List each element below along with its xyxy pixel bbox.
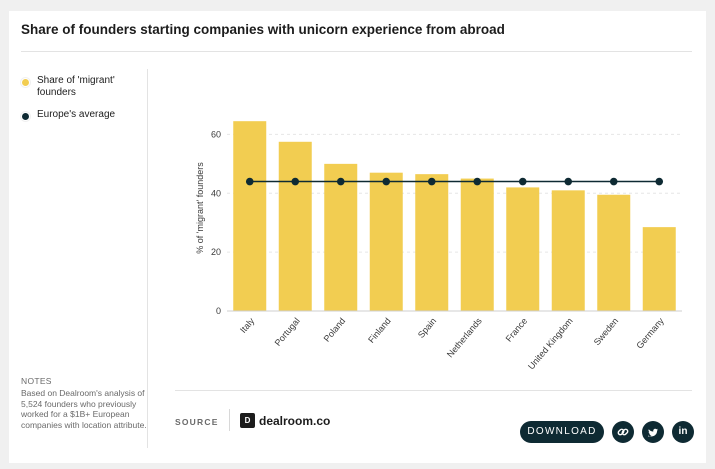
- legend-item-bars[interactable]: Share of 'migrant' founders: [21, 75, 141, 99]
- legend-swatch-bars: [21, 78, 30, 87]
- average-point: [609, 177, 618, 186]
- average-point: [564, 177, 573, 186]
- x-tick-label: Germany: [634, 315, 666, 350]
- footer-divider: [175, 390, 692, 391]
- average-point: [291, 177, 300, 186]
- x-tick-label: United Kingdom: [526, 316, 575, 371]
- copy-link-button[interactable]: [612, 421, 634, 443]
- bar: [551, 190, 585, 311]
- average-point: [382, 177, 391, 186]
- bar: [460, 178, 494, 311]
- x-tick-label: Portugal: [273, 316, 302, 348]
- bar: [642, 227, 676, 311]
- bar: [233, 121, 267, 311]
- download-button[interactable]: DOWNLOAD: [520, 421, 604, 443]
- linkedin-share-button[interactable]: in: [672, 421, 694, 443]
- notes-title: NOTES: [21, 376, 52, 386]
- legend: Share of 'migrant' founders Europe's ave…: [21, 75, 141, 131]
- legend-item-average[interactable]: Europe's average: [21, 109, 141, 121]
- twitter-icon: [648, 428, 659, 437]
- y-tick-label: 40: [211, 188, 221, 198]
- average-point: [427, 177, 436, 186]
- x-tick-label: Finland: [366, 316, 393, 345]
- legend-label-average: Europe's average: [37, 109, 116, 120]
- y-axis-title: % of 'migrant' founders: [195, 162, 205, 254]
- legend-label-bars: Share of 'migrant' founders: [37, 75, 115, 98]
- linkedin-icon: in: [678, 426, 688, 437]
- title-divider: [21, 51, 692, 52]
- chart-title: Share of founders starting companies wit…: [21, 22, 505, 37]
- notes: NOTES Based on Dealroom's analysis of 5,…: [21, 376, 151, 430]
- bar: [278, 141, 312, 311]
- y-tick-label: 0: [216, 306, 221, 316]
- x-tick-label: Poland: [322, 316, 348, 344]
- legend-swatch-average: [21, 112, 30, 121]
- source-divider: [229, 409, 230, 431]
- bar: [506, 187, 540, 311]
- dealroom-logo: D: [240, 413, 255, 428]
- x-tick-label: France: [504, 316, 530, 344]
- source-brand[interactable]: D dealroom.co: [240, 413, 330, 428]
- x-tick-label: Sweden: [592, 316, 621, 347]
- y-tick-label: 20: [211, 247, 221, 257]
- bar: [369, 172, 403, 311]
- average-point: [245, 177, 254, 186]
- x-tick-label: Italy: [238, 315, 257, 334]
- x-tick-label: Spain: [416, 316, 438, 340]
- twitter-share-button[interactable]: [642, 421, 664, 443]
- average-point: [473, 177, 482, 186]
- chart-card: [9, 11, 706, 463]
- average-point: [518, 177, 527, 186]
- y-tick-label: 60: [211, 129, 221, 139]
- sidebar-divider: [147, 69, 148, 448]
- x-tick-label: Netherlands: [445, 315, 484, 359]
- brand-name: dealroom.co: [259, 413, 331, 428]
- bar: [597, 194, 631, 311]
- average-point: [655, 177, 664, 186]
- average-point: [336, 177, 345, 186]
- bar: [324, 163, 358, 311]
- notes-text: Based on Dealroom's analysis of 5,524 fo…: [21, 388, 147, 430]
- link-icon: [617, 428, 629, 436]
- bar: [415, 174, 449, 311]
- source-label: SOURCE: [175, 417, 219, 427]
- bar-chart: % of 'migrant' founders 0 20 40 60 Italy Portu…: [195, 121, 682, 371]
